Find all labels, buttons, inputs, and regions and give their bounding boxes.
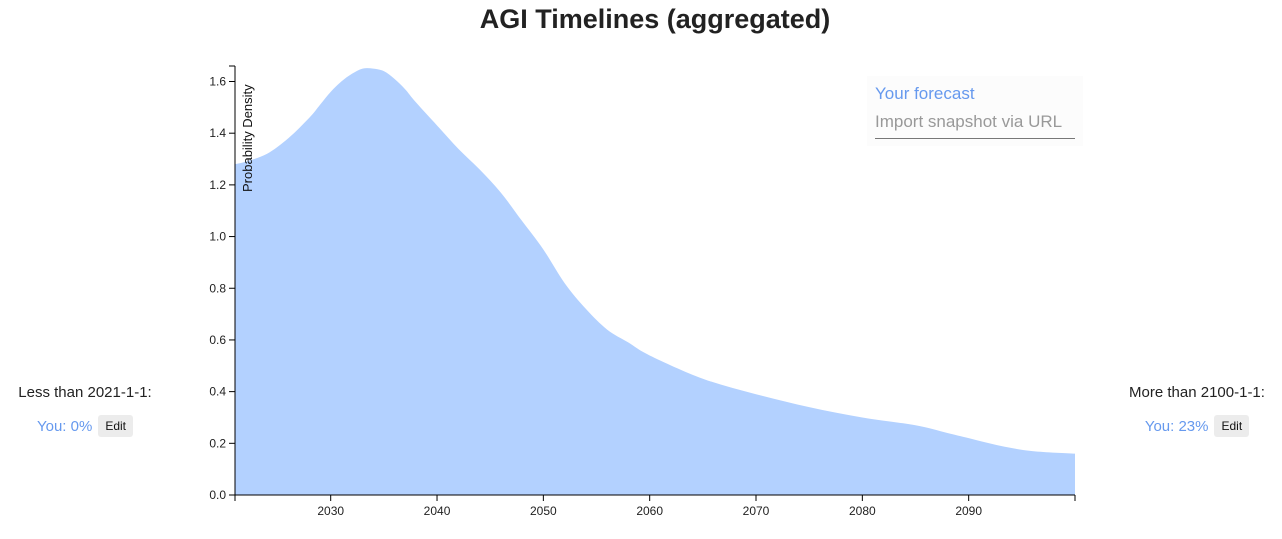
- y-tick-label: 1.0: [209, 230, 226, 244]
- right-bound: More than 2100-1-1: You: 23% Edit: [1112, 384, 1282, 437]
- right-bound-edit-button[interactable]: Edit: [1214, 415, 1250, 437]
- your-forecast-link[interactable]: Your forecast: [875, 84, 975, 103]
- x-tick-label: 2070: [743, 504, 770, 518]
- left-bound-edit-button[interactable]: Edit: [98, 415, 133, 437]
- x-tick-label: 2080: [849, 504, 876, 518]
- y-tick-label: 0.4: [209, 385, 226, 399]
- y-tick-label: 0.6: [209, 333, 226, 347]
- x-tick-label: 2060: [636, 504, 663, 518]
- x-tick-label: 2040: [424, 504, 451, 518]
- right-bound-label: More than 2100-1-1:: [1129, 384, 1265, 401]
- y-tick-label: 1.2: [209, 178, 226, 192]
- x-tick-label: 2030: [317, 504, 344, 518]
- y-tick-label: 0.2: [209, 436, 226, 450]
- forecast-panel: Your forecast: [867, 76, 1083, 146]
- left-bound-you-value: You: 0%: [36, 417, 93, 435]
- y-tick-label: 0.8: [209, 281, 226, 295]
- y-tick-label: 1.6: [209, 75, 226, 89]
- density-area-series-0: [235, 68, 1075, 496]
- y-tick-label: 1.4: [209, 126, 226, 140]
- y-axis-label: Probability Density: [240, 84, 255, 192]
- left-bound: Less than 2021-1-1: You: 0% Edit: [0, 384, 170, 437]
- page-title: AGI Timelines (aggregated): [479, 4, 831, 34]
- right-bound-you-value: You: 23%: [1144, 417, 1209, 435]
- left-bound-label: Less than 2021-1-1:: [18, 384, 152, 401]
- import-snapshot-input[interactable]: [875, 112, 1075, 139]
- x-tick-label: 2050: [530, 504, 557, 518]
- x-tick-label: 2090: [955, 504, 982, 518]
- y-tick-label: 0.0: [209, 488, 226, 502]
